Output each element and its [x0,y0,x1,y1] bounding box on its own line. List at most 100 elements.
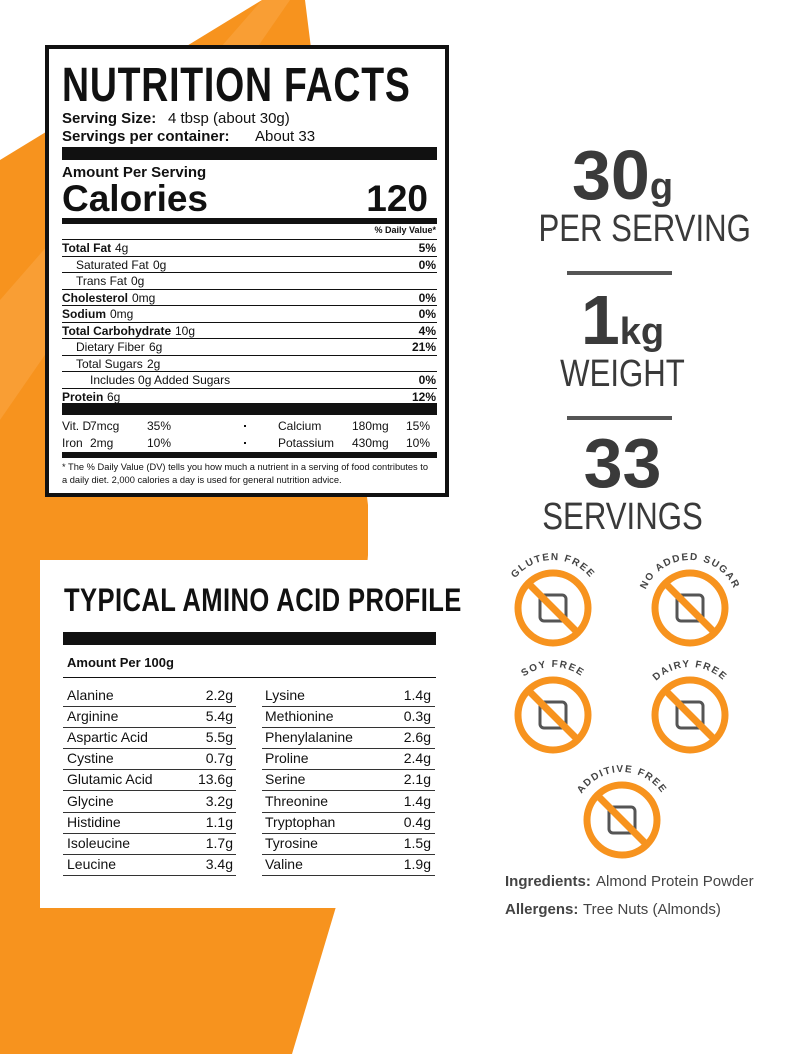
stat-value: 1kg [520,285,725,355]
amino-amount: 3.2g [205,792,233,809]
rule [62,305,437,306]
rule [62,371,437,372]
dot [244,442,246,444]
allergens-value: Tree Nuts (Almonds) [583,901,721,918]
nutrient-amount: 6g [107,389,121,404]
amino-amount: 1.1g [205,813,233,830]
servings-value: About 33 [255,128,316,145]
row-rule [262,769,435,771]
amino-amount: 1.7g [205,834,233,851]
dv-header: % Daily Value* [374,225,436,235]
mineral-amount: 7mcg [90,419,120,433]
amino-name: Arginine [67,708,119,725]
rule [62,321,437,323]
row-rule [63,811,236,813]
serving-size-label: Serving Size: [62,110,157,127]
rule [63,677,436,678]
nutrient-dv: 4% [418,323,436,338]
row-rule [63,832,236,834]
mineral-dv: 15% [406,419,431,433]
nutrient-amount: 4g [115,241,129,255]
dot [244,425,246,427]
row-rule [262,853,435,855]
mineral-amount: 180mg [352,419,389,433]
rule [62,354,437,356]
nutrient-dv: 12% [411,389,436,404]
nutrient-name: Sodium [62,307,106,321]
rule [62,387,437,389]
mineral-name: Calcium [278,419,322,433]
amino-name: Phenylalanine [265,729,353,746]
amino-name: Histidine [67,813,121,830]
nutrient-name: Total Sugars [76,356,143,371]
amino-amount: 13.6g [197,771,233,788]
nutrient-dv: 0% [418,257,436,272]
rule [63,632,436,645]
mineral-dv: 35% [147,419,172,433]
mineral-dv: 10% [406,436,431,450]
rule [62,147,437,160]
rule [62,338,437,339]
amino-name: Valine [265,855,303,872]
mineral-amount: 430mg [352,436,389,450]
footnote: * The % Daily Value (DV) tells you how m… [62,462,429,485]
serving-size-value: 4 tbsp (about 30g) [168,110,290,127]
row-rule [262,874,435,876]
rule [62,218,437,224]
rule [62,403,437,415]
row-rule [63,748,236,750]
amino-amount: 5.5g [205,729,233,746]
nutrient-amount: 0mg [132,290,156,305]
rule [62,452,437,458]
stat-label: SERVINGS [542,496,703,538]
amino-name: Tryptophan [265,813,336,830]
amino-amount: 0.3g [403,708,431,725]
row-rule [63,769,236,771]
nutrient-amount: 0mg [110,307,134,321]
amino-amount: 2.6g [403,729,431,746]
nutrient-name: Total Carbohydrate [62,323,172,338]
rule [62,272,437,273]
amino-name: Isoleucine [67,834,131,851]
row-rule [63,727,236,729]
nutrient-dv: 0% [418,373,436,387]
amino-title: TYPICAL AMINO ACID PROFILE [64,582,462,618]
stat-divider [567,271,672,275]
mineral-amount: 2mg [90,436,114,450]
row-rule [262,748,435,750]
mineral-name: Iron [62,436,83,450]
amino-amount: 3.4g [205,855,233,872]
amino-amount: 2.2g [205,687,233,703]
nutrition-panel [45,45,449,497]
stat-unit: kg [619,311,665,353]
stat-divider [567,416,672,420]
amino-name: Glutamic Acid [67,771,153,788]
stat-unit: g [649,166,674,208]
nutrient-name: Includes 0g Added Sugars [90,373,231,387]
nutrient-dv: 0% [418,290,436,305]
row-rule [262,790,435,792]
amino-amount: 0.4g [403,813,431,830]
amino-panel [40,560,452,908]
amino-name: Methionine [265,708,334,725]
amino-name: Alanine [67,687,114,703]
amino-amount: 1.4g [403,687,431,703]
amino-name: Threonine [265,792,329,809]
row-rule [262,811,435,813]
nutrient-name: Protein [62,389,104,404]
nutrient-amount: 0g [153,257,167,272]
amino-amount: 5.4g [205,708,233,725]
servings-label: Servings per container: [62,128,230,145]
stat-number: 33 [583,424,662,502]
nutrient-amount: 6g [149,340,163,354]
stat-label: WEIGHT [560,353,685,395]
amino-amount: 2.1g [403,771,431,788]
stat-value: 33 [520,428,725,498]
stat-number: 1 [580,281,620,359]
nutrient-amount: 0g [131,274,145,288]
nutrient-amount: 2g [147,356,161,371]
amino-name: Serine [265,771,306,788]
amino-name: Aspartic Acid [67,729,148,746]
